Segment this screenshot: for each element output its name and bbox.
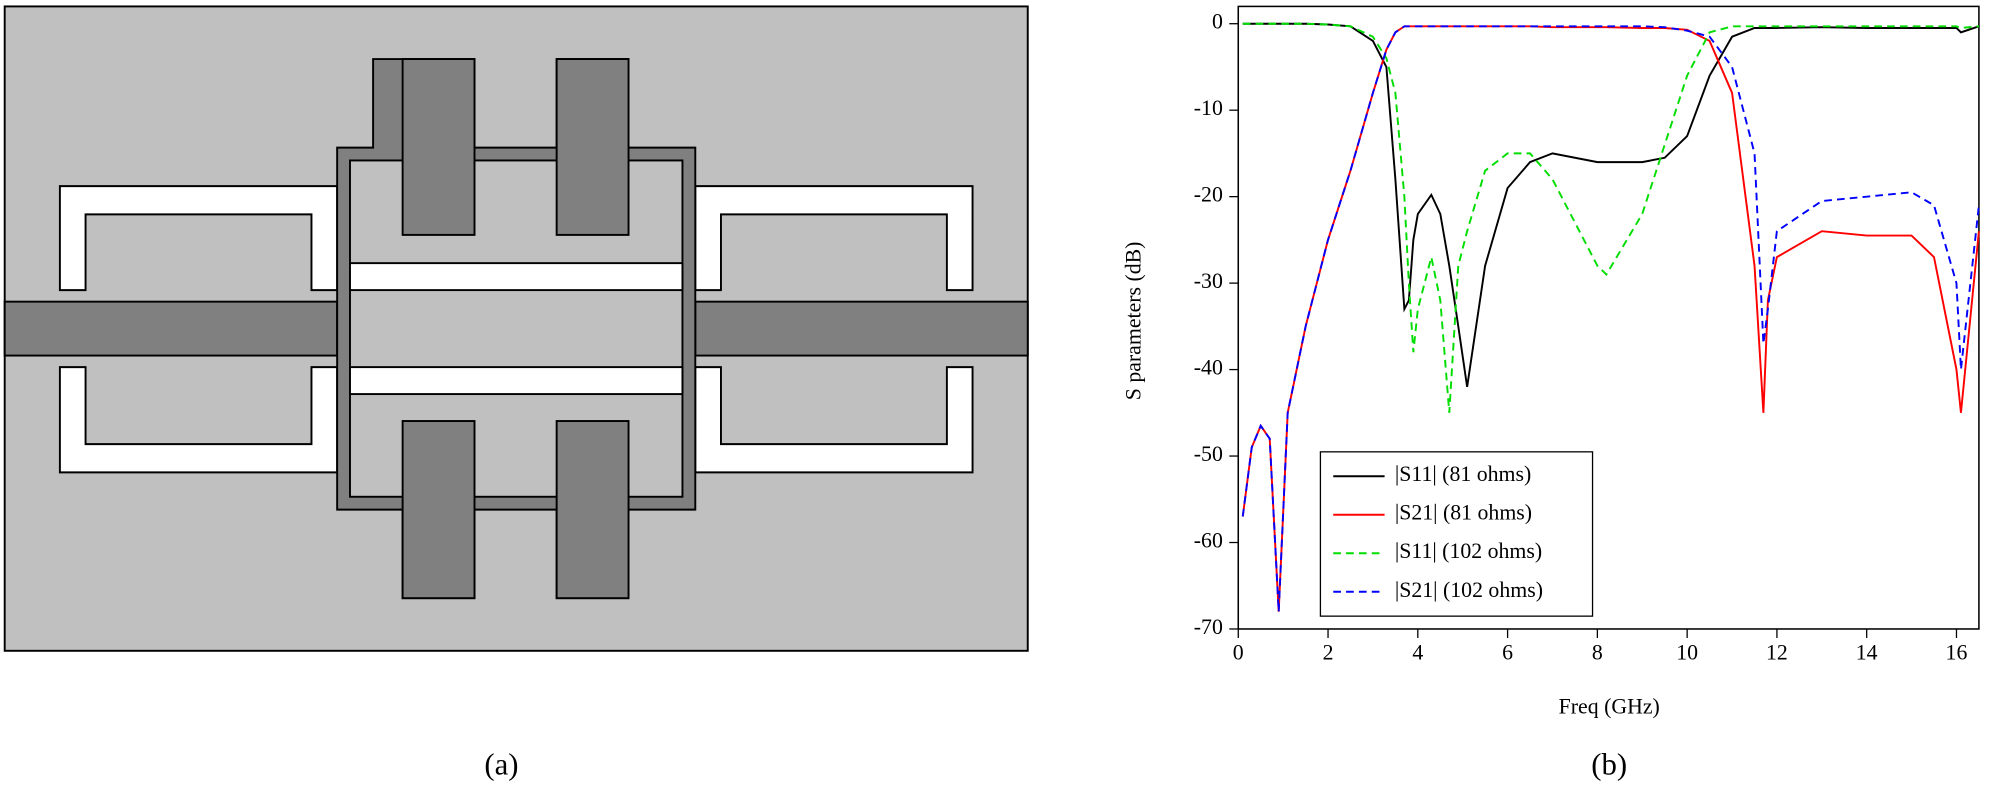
x-tick-label: 10 — [1676, 641, 1698, 665]
x-tick-label: 14 — [1856, 641, 1878, 665]
y-tick-label: -40 — [1194, 356, 1223, 380]
layout-diagram — [3, 5, 1029, 652]
x-axis-label: Freq (GHz) — [1559, 695, 1660, 719]
y-tick-label: 0 — [1212, 10, 1223, 34]
series-line — [1242, 22, 1980, 388]
legend: |S11| (81 ohms) |S21| (81 ohms) |S11| (102… — [1319, 451, 1594, 617]
y-tick-label: -10 — [1194, 96, 1223, 120]
x-tick-label: 8 — [1592, 641, 1603, 665]
legend-label: |S21| (102 ohms) — [1395, 578, 1543, 602]
y-tick-label: -20 — [1194, 183, 1223, 207]
x-tick-label: 2 — [1323, 641, 1334, 665]
plot-frame — [1237, 5, 1980, 630]
series-line — [1241, 25, 1980, 612]
legend-label: |S11| (102 ohms) — [1395, 539, 1542, 563]
y-axis-label: S parameters (dB) — [1122, 242, 1146, 401]
panel-label: (a) — [484, 748, 518, 782]
x-tick-label: 12 — [1766, 641, 1788, 665]
legend-label: |S11| (81 ohms) — [1395, 462, 1531, 486]
panel-label: (b) — [1591, 748, 1627, 782]
y-tick-label: -50 — [1194, 442, 1223, 466]
series-line — [1242, 22, 1980, 413]
x-tick-label: 6 — [1502, 641, 1513, 665]
y-tick-label: -70 — [1194, 615, 1223, 639]
y-tick-label: -60 — [1194, 529, 1223, 553]
legend-box — [1319, 451, 1594, 617]
y-tick-label: -30 — [1194, 269, 1223, 293]
x-tick-label: 4 — [1412, 641, 1423, 665]
legend-label: |S21| (81 ohms) — [1395, 501, 1532, 525]
x-tick-label: 16 — [1946, 641, 1968, 665]
x-tick-label: 0 — [1233, 641, 1244, 665]
